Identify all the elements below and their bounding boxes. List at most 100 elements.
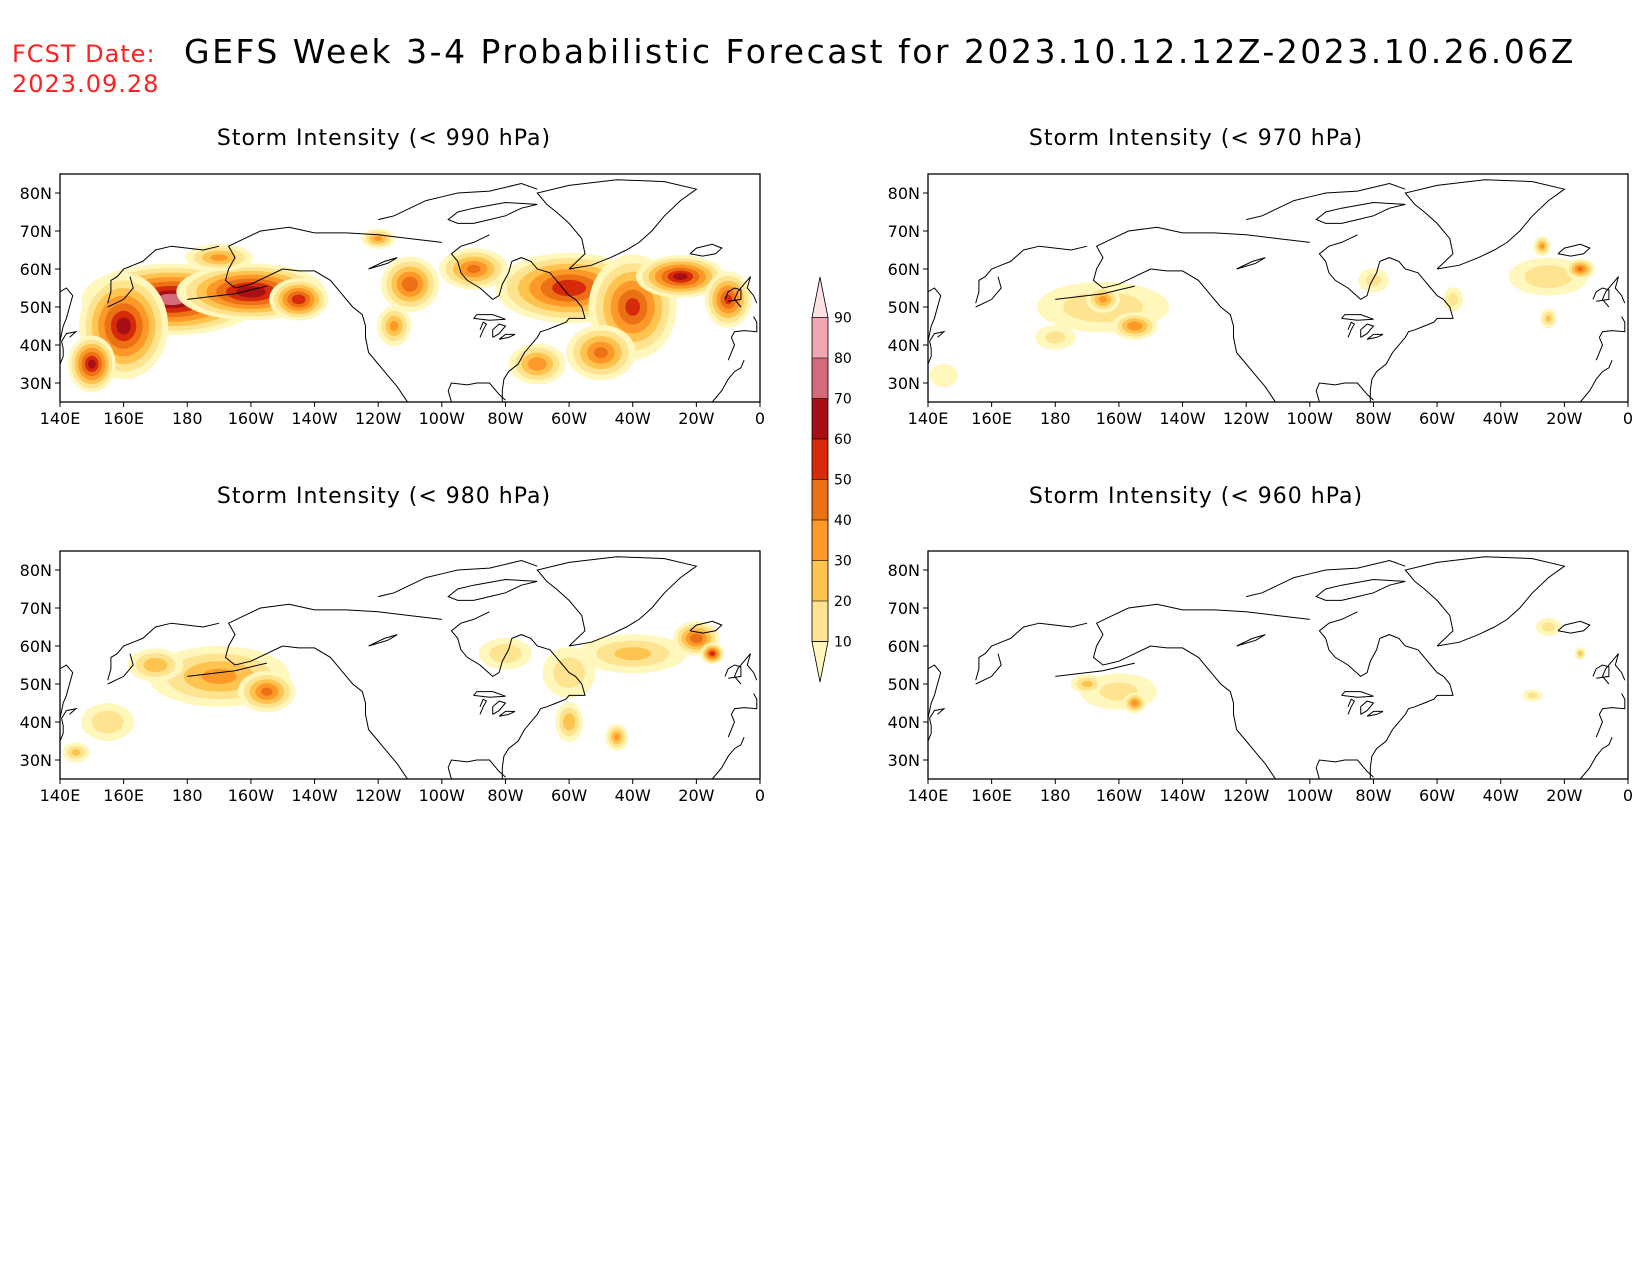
lat-tick-label: 80N: [888, 561, 920, 580]
lon-tick-label: 80W: [487, 409, 523, 428]
coastline-segment: [711, 737, 745, 779]
map-frame: [927, 550, 1629, 780]
lon-tick-label: 140E: [908, 786, 949, 805]
lon-tick-label: 60W: [551, 409, 587, 428]
lon-tick-label: 100W: [419, 786, 466, 805]
coastline-segment: [378, 182, 538, 221]
coastline-segment: [60, 707, 78, 742]
coastline-segment: [1150, 268, 1277, 402]
coastline-segment: [928, 707, 946, 742]
colorbar-segment: [812, 479, 828, 520]
coastline-segment: [928, 287, 942, 342]
coastline-segment: [224, 603, 442, 666]
coastlines: [928, 556, 1626, 779]
lat-tick-label: 60N: [888, 260, 920, 279]
lon-tick-label: 140W: [1159, 786, 1206, 805]
map-frame: [59, 173, 761, 403]
coastline-segment: [1092, 226, 1310, 289]
probability-field: [1070, 617, 1586, 714]
coastline-segment: [1366, 710, 1384, 717]
coastline-segment: [1592, 664, 1610, 679]
probability-contour: [1539, 243, 1545, 249]
lon-tick-label: 20W: [678, 786, 714, 805]
probability-contour: [373, 236, 383, 242]
coastline-segment: [975, 653, 1002, 685]
lon-tick-label: 20W: [1546, 786, 1582, 805]
probability-contour: [1577, 266, 1584, 272]
probability-contour: [1545, 315, 1552, 322]
lon-tick-label: 60W: [551, 786, 587, 805]
colorbar-label: 20: [834, 594, 852, 610]
colorbar-label: 30: [834, 554, 852, 570]
lat-tick-label: 70N: [20, 599, 52, 618]
probability-contour: [1131, 699, 1139, 707]
lon-tick-label: 160W: [1096, 409, 1143, 428]
coastline-segment: [60, 664, 74, 719]
lon-tick-label: 40W: [1483, 786, 1519, 805]
probability-field: [68, 228, 752, 393]
lat-tick-label: 50N: [20, 298, 52, 317]
probability-contour: [489, 644, 522, 664]
colorbar-segment: [811, 641, 829, 683]
lat-tick-label: 70N: [20, 222, 52, 241]
probability-contour: [1098, 296, 1108, 303]
coastline-segment: [1579, 737, 1613, 779]
coastline-segment: [224, 226, 442, 289]
probability-field: [62, 621, 725, 763]
lon-tick-label: 20W: [1546, 409, 1582, 428]
coastline-segment: [447, 759, 506, 779]
coastline-segment: [928, 664, 942, 719]
lon-tick-label: 60W: [1419, 786, 1455, 805]
coastline-segment: [1360, 323, 1375, 338]
probability-contour: [291, 294, 306, 305]
coastline-segment: [536, 556, 698, 647]
colorbar-segment: [812, 560, 828, 601]
coastline-segment: [1369, 257, 1454, 402]
coastline-segment: [1557, 620, 1591, 634]
colorbar-label: 50: [834, 473, 852, 489]
colorbar-segment: [812, 520, 828, 561]
lat-tick-label: 40N: [888, 336, 920, 355]
panel-title-960: Storm Intensity (< 960 hPa): [1028, 484, 1364, 509]
coastline-segment: [1055, 285, 1135, 300]
probability-contour: [552, 279, 587, 297]
probability-contour: [201, 668, 237, 685]
map-frame: [927, 173, 1629, 403]
probability-contour: [261, 687, 273, 696]
lon-tick-label: 160E: [103, 409, 144, 428]
coastline-segment: [1360, 700, 1375, 715]
lon-tick-label: 160W: [228, 409, 275, 428]
probability-contour: [614, 733, 620, 741]
probability-contour: [71, 749, 81, 756]
coastline-segment: [60, 287, 74, 342]
coastline-segment: [1347, 698, 1356, 715]
lat-tick-label: 80N: [20, 561, 52, 580]
probability-contour: [236, 286, 266, 298]
probability-contour: [1365, 274, 1382, 287]
coastline-segment: [727, 693, 758, 738]
coastline-segment: [724, 664, 742, 679]
colorbar-segment: [812, 358, 828, 399]
coastline-segment: [107, 622, 220, 681]
coastline-segment: [187, 662, 267, 677]
map-panel-960: 80N 70N 60N 50N 40N 30N 140E 160E 180 160W 140W 120…: [888, 550, 1633, 805]
map-panel-970: 80N 70N 60N 50N 40N 30N 140E 160E 180 160W 140W 120…: [888, 173, 1633, 428]
lon-tick-label: 140E: [908, 409, 949, 428]
coastline-segment: [107, 245, 220, 304]
lon-tick-label: 180: [172, 786, 203, 805]
probability-contour: [563, 713, 576, 731]
lon-tick-label: 80W: [1355, 409, 1391, 428]
coastline-segment: [473, 314, 506, 321]
probability-contour: [527, 357, 547, 371]
coastline-segment: [447, 578, 538, 601]
panel-title-990: Storm Intensity (< 990 hPa): [216, 126, 552, 151]
coastline-segment: [711, 360, 745, 402]
coastline-segment: [1246, 182, 1406, 221]
coastline-segment: [1092, 603, 1310, 666]
lon-tick-label: 140W: [291, 409, 338, 428]
coastline-segment: [1366, 333, 1384, 340]
lat-tick-label: 50N: [888, 675, 920, 694]
coastline-segment: [1315, 382, 1374, 402]
coastline-segment: [492, 700, 507, 715]
lat-tick-label: 70N: [888, 599, 920, 618]
